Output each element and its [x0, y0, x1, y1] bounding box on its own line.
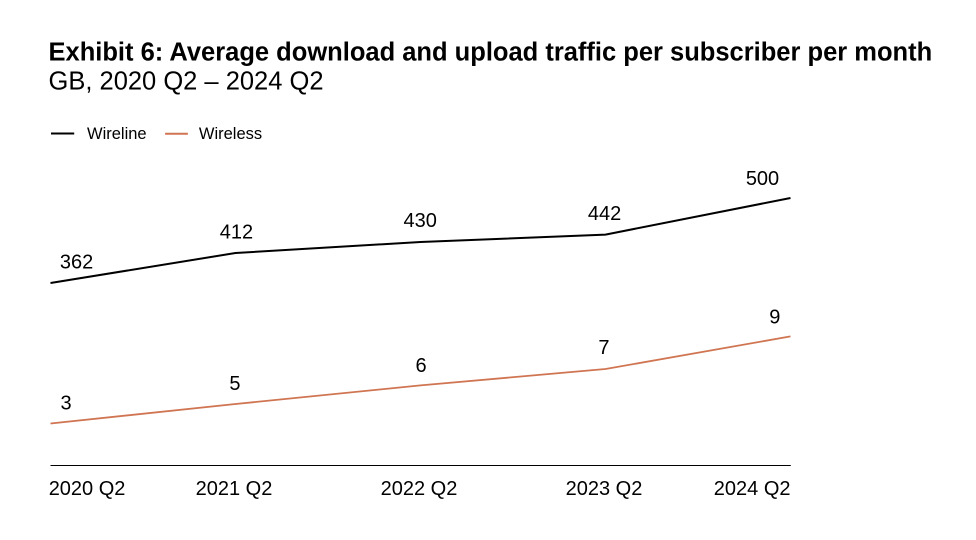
svg-text:412: 412 [220, 222, 253, 244]
svg-text:6: 6 [415, 355, 426, 377]
svg-text:5: 5 [229, 373, 240, 395]
svg-text:2021 Q2: 2021 Q2 [196, 478, 273, 500]
svg-text:Exhibit 6: Average download an: Exhibit 6: Average download and upload t… [49, 39, 933, 67]
svg-text:2020 Q2: 2020 Q2 [49, 478, 126, 500]
svg-text:3: 3 [60, 393, 71, 415]
svg-text:430: 430 [404, 210, 437, 232]
svg-text:GB, 2020 Q2 – 2024 Q2: GB, 2020 Q2 – 2024 Q2 [49, 67, 324, 95]
svg-text:2022 Q2: 2022 Q2 [381, 478, 458, 500]
svg-text:500: 500 [746, 168, 779, 190]
svg-text:442: 442 [588, 203, 621, 225]
svg-text:9: 9 [769, 306, 780, 328]
svg-text:Wireline: Wireline [87, 125, 147, 143]
svg-text:Wireless: Wireless [199, 125, 262, 143]
svg-text:7: 7 [598, 337, 609, 359]
svg-text:2024 Q2: 2024 Q2 [714, 478, 791, 500]
svg-text:362: 362 [60, 252, 93, 274]
svg-text:2023 Q2: 2023 Q2 [566, 478, 643, 500]
